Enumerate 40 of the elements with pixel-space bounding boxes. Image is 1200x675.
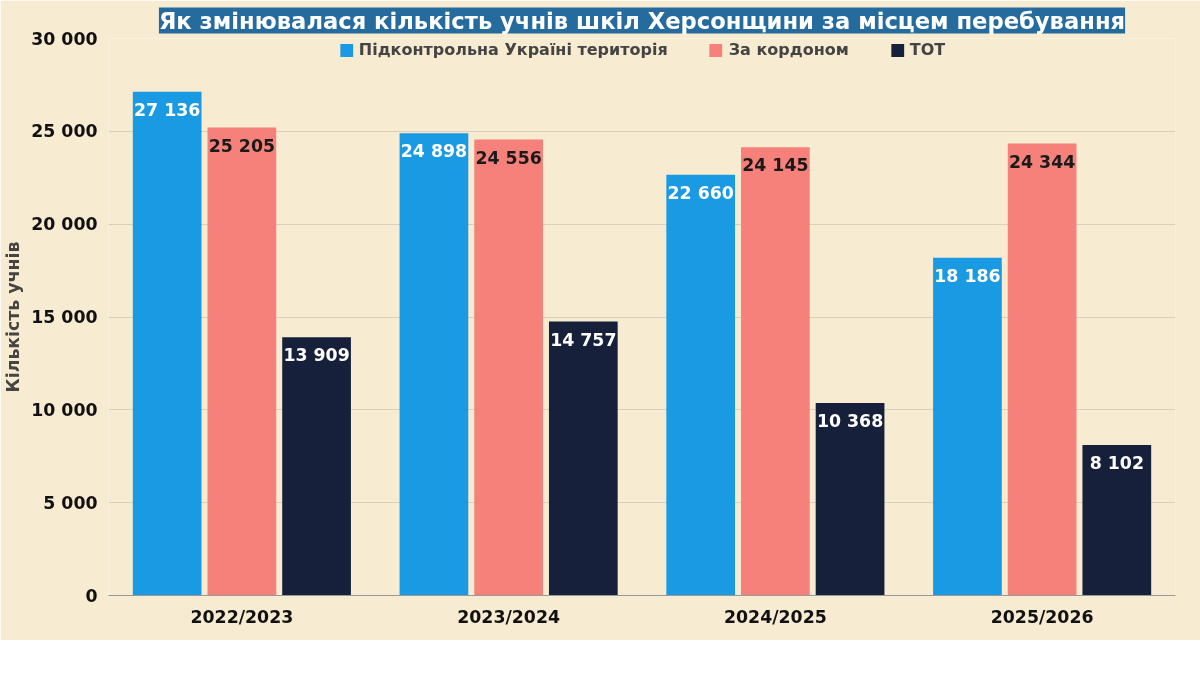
y-tick-label: 20 000 bbox=[31, 214, 98, 235]
y-tick-label: 25 000 bbox=[31, 121, 98, 142]
bar bbox=[132, 91, 202, 596]
bar bbox=[666, 174, 736, 596]
x-tick-label: 2023/2024 bbox=[457, 606, 561, 627]
data-label: 10 368 bbox=[816, 411, 884, 431]
data-label: 14 757 bbox=[550, 329, 617, 350]
data-label: 27 136 bbox=[134, 99, 201, 120]
bar bbox=[399, 133, 469, 596]
y-tick-label: 5 000 bbox=[43, 492, 98, 513]
y-tick-label: 10 000 bbox=[31, 399, 98, 420]
data-label: 24 898 bbox=[400, 141, 468, 162]
bar bbox=[815, 403, 885, 596]
data-label: 25 205 bbox=[208, 135, 276, 156]
bar bbox=[474, 139, 543, 596]
bar bbox=[933, 257, 1002, 596]
data-label: 13 909 bbox=[283, 345, 350, 366]
bar bbox=[207, 127, 277, 596]
data-label: 18 186 bbox=[934, 265, 1001, 286]
x-tick-label: 2024/2025 bbox=[723, 606, 827, 627]
data-label: 22 660 bbox=[667, 182, 734, 203]
chart-title: Як змінювалася кількість учнів шкіл Херсонщини за місцем перебування bbox=[158, 7, 1126, 34]
y-tick-label: 0 bbox=[85, 585, 98, 606]
data-label: 8 102 bbox=[1089, 453, 1144, 474]
y-tick-label: 15 000 bbox=[31, 307, 98, 327]
data-label: 24 145 bbox=[742, 155, 809, 176]
y-axis-title: Кількість учнів bbox=[3, 241, 24, 393]
x-tick-label: 2025/2026 bbox=[990, 606, 1094, 627]
legend-label: Підконтрольна Україні територія bbox=[358, 40, 668, 59]
legend-label: За кордоном bbox=[728, 40, 849, 59]
data-label: 24 344 bbox=[1008, 151, 1076, 172]
bar bbox=[1007, 143, 1077, 596]
bar bbox=[282, 337, 351, 596]
y-tick-label: 30 000 bbox=[31, 28, 98, 49]
data-label: 24 556 bbox=[475, 147, 542, 168]
bar bbox=[548, 321, 618, 596]
bar bbox=[1082, 445, 1152, 596]
bar bbox=[741, 147, 810, 596]
legend-label: ТОТ bbox=[909, 40, 946, 59]
x-tick-label: 2022/2023 bbox=[190, 606, 294, 627]
